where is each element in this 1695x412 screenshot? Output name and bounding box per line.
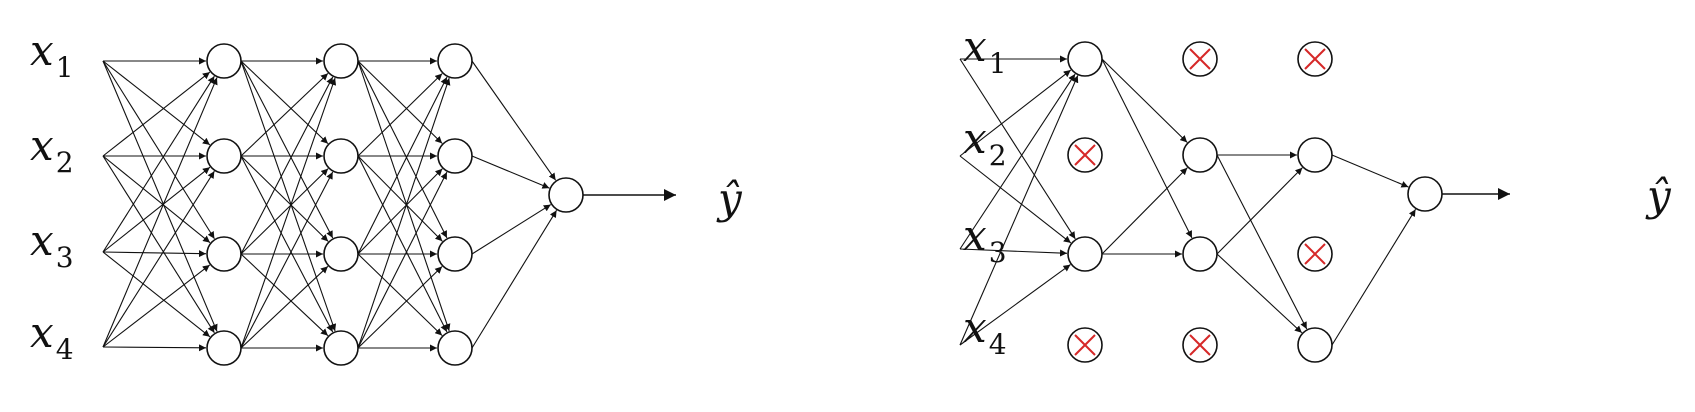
left-edge-l3n4-out: [471, 210, 558, 349]
left-edge-l1n3-l2n4: [240, 253, 329, 337]
right-edge-in3-l1n3: [959, 248, 1068, 257]
left-edge-in4-l1n1: [102, 77, 218, 348]
right-output-node: [1407, 176, 1443, 212]
right-edge-l3n4-out: [1331, 209, 1417, 346]
right-edge-in4-l1n1: [959, 75, 1079, 346]
left-node-l1-n4: [206, 330, 242, 366]
right-node-l3-n4: [1297, 327, 1333, 363]
left-node-l2-n2: [323, 138, 359, 174]
left-edge-in2-l1n4: [102, 155, 215, 334]
right-edge-in4-l1n3: [959, 264, 1071, 346]
left-edge-l1n3-l2n1: [240, 76, 334, 255]
right-edge-l1n1-l2n3: [1101, 58, 1193, 239]
right-edge-l1n3-l2n2: [1101, 167, 1188, 255]
right-node-l3-n2: [1297, 137, 1333, 173]
left-edge-l1n1-l2n3: [240, 60, 334, 239]
left-edge-l1n4-l2n1: [240, 77, 337, 349]
left-edge-in1-l1n4: [102, 60, 218, 332]
right-edge-in2-l1n3: [959, 155, 1072, 244]
right-dropped-node-l3-n1-cross-b: [1304, 48, 1326, 70]
left-edge-l3n2-out: [471, 155, 550, 189]
right-node-l2-n3: [1182, 236, 1218, 272]
right-node-l1-n1: [1067, 41, 1103, 77]
left-edge-l2n1-l3n3: [357, 60, 448, 239]
left-edge-in3-l1n1: [102, 75, 215, 253]
right-input-label-x2: x2: [963, 114, 1007, 172]
left-node-l2-n3: [323, 236, 359, 272]
left-edge-l1n1-l2n2: [240, 60, 329, 145]
left-node-l1-n3: [206, 236, 242, 272]
left-edge-l1n3-l2n2: [240, 168, 329, 255]
left-edge-in4-l1n3: [102, 264, 211, 348]
right-dropped-node-l1-n2-cross-b: [1074, 144, 1096, 166]
left-node-l1-n2: [206, 138, 242, 174]
right-input-label-x3: x3: [963, 211, 1007, 269]
left-input-label-x3: x3: [30, 216, 74, 274]
left-edge-l2n2-l3n3: [357, 155, 443, 242]
right-dropped-node-l2-n4-cross-b: [1189, 334, 1211, 356]
left-node-l3-n3: [437, 236, 473, 272]
left-edge-l2n4-l3n3: [357, 266, 443, 349]
right-edge-l3n2-out: [1331, 154, 1409, 188]
left-edge-in1-l1n3: [102, 60, 215, 240]
left-edge-in4-l1n4: [102, 344, 207, 352]
left-edge-l2n4-l3n2: [357, 171, 448, 349]
left-edge-in3-l1n3: [102, 250, 207, 258]
right-dropped-node-l1-n4-cross-b: [1074, 334, 1096, 356]
right-input-label-x4: x4: [963, 303, 1007, 361]
left-edge-in2-l1n3: [102, 155, 211, 244]
right-edge-l2n3-l3n2: [1216, 167, 1303, 255]
right-edge-l1n1-l2n2: [1101, 58, 1188, 143]
left-edge-l2n3-l3n4: [357, 253, 443, 336]
left-edge-l2n3-l3n2: [357, 168, 443, 255]
left-edge-l2n2-l3n4: [357, 155, 448, 333]
right-edge-l2n2-l3n4: [1216, 154, 1308, 330]
left-node-l2-n1: [323, 43, 359, 79]
left-edge-l2n3-l3n1: [357, 76, 448, 255]
left-input-label-x1: x1: [30, 26, 74, 84]
left-output-node: [548, 177, 584, 213]
left-edge-l2n4-l3n1: [357, 77, 451, 349]
left-node-l3-n1: [437, 43, 473, 79]
left-edge-l1n4-l2n3: [240, 265, 329, 349]
right-output-label: ŷ: [1647, 171, 1671, 220]
left-input-label-x2: x2: [30, 121, 74, 179]
right-edge-in2-l1n1: [959, 69, 1072, 157]
right-node-l1-n3: [1067, 236, 1103, 272]
left-input-label-x4: x4: [30, 308, 74, 366]
left-edge-l3n1-out: [471, 60, 557, 181]
left-edge-in3-l1n2: [102, 166, 211, 253]
left-edge-l1n2-l2n1: [240, 72, 329, 157]
right-dropped-node-l2-n1-cross-b: [1189, 48, 1211, 70]
left-edge-l2n1-l3n2: [357, 60, 443, 144]
right-edge-l2n3-l3n4: [1216, 253, 1303, 334]
left-node-l3-n4: [437, 330, 473, 366]
right-node-l2-n2: [1182, 137, 1218, 173]
left-node-l1-n1: [206, 43, 242, 79]
left-edge-in1-l1n2: [102, 60, 211, 146]
left-edge-in3-l1n4: [102, 251, 211, 338]
dropout-network: [959, 41, 1510, 363]
left-edge-l2n1-l3n4: [357, 60, 451, 332]
left-edge-l3n3-out: [471, 204, 552, 255]
left-edge-l1n2-l2n3: [240, 155, 329, 242]
left-edge-l1n4-l2n2: [240, 171, 334, 349]
left-edge-in4-l1n2: [102, 170, 215, 348]
left-edge-in2-l1n1: [102, 71, 211, 157]
right-edge-in1-l1n3: [959, 58, 1076, 240]
left-edge-l1n1-l2n4: [240, 60, 337, 332]
left-output-label: ŷ: [718, 174, 742, 223]
left-node-l3-n2: [437, 138, 473, 174]
right-input-label-x1: x1: [963, 22, 1007, 80]
left-edge-l2n2-l3n1: [357, 73, 443, 157]
full-network: [102, 43, 676, 366]
left-node-l2-n4: [323, 330, 359, 366]
left-edge-l1n2-l2n4: [240, 155, 334, 333]
right-dropped-node-l3-n3-cross-b: [1304, 243, 1326, 265]
right-edge-in3-l1n1: [959, 73, 1076, 250]
